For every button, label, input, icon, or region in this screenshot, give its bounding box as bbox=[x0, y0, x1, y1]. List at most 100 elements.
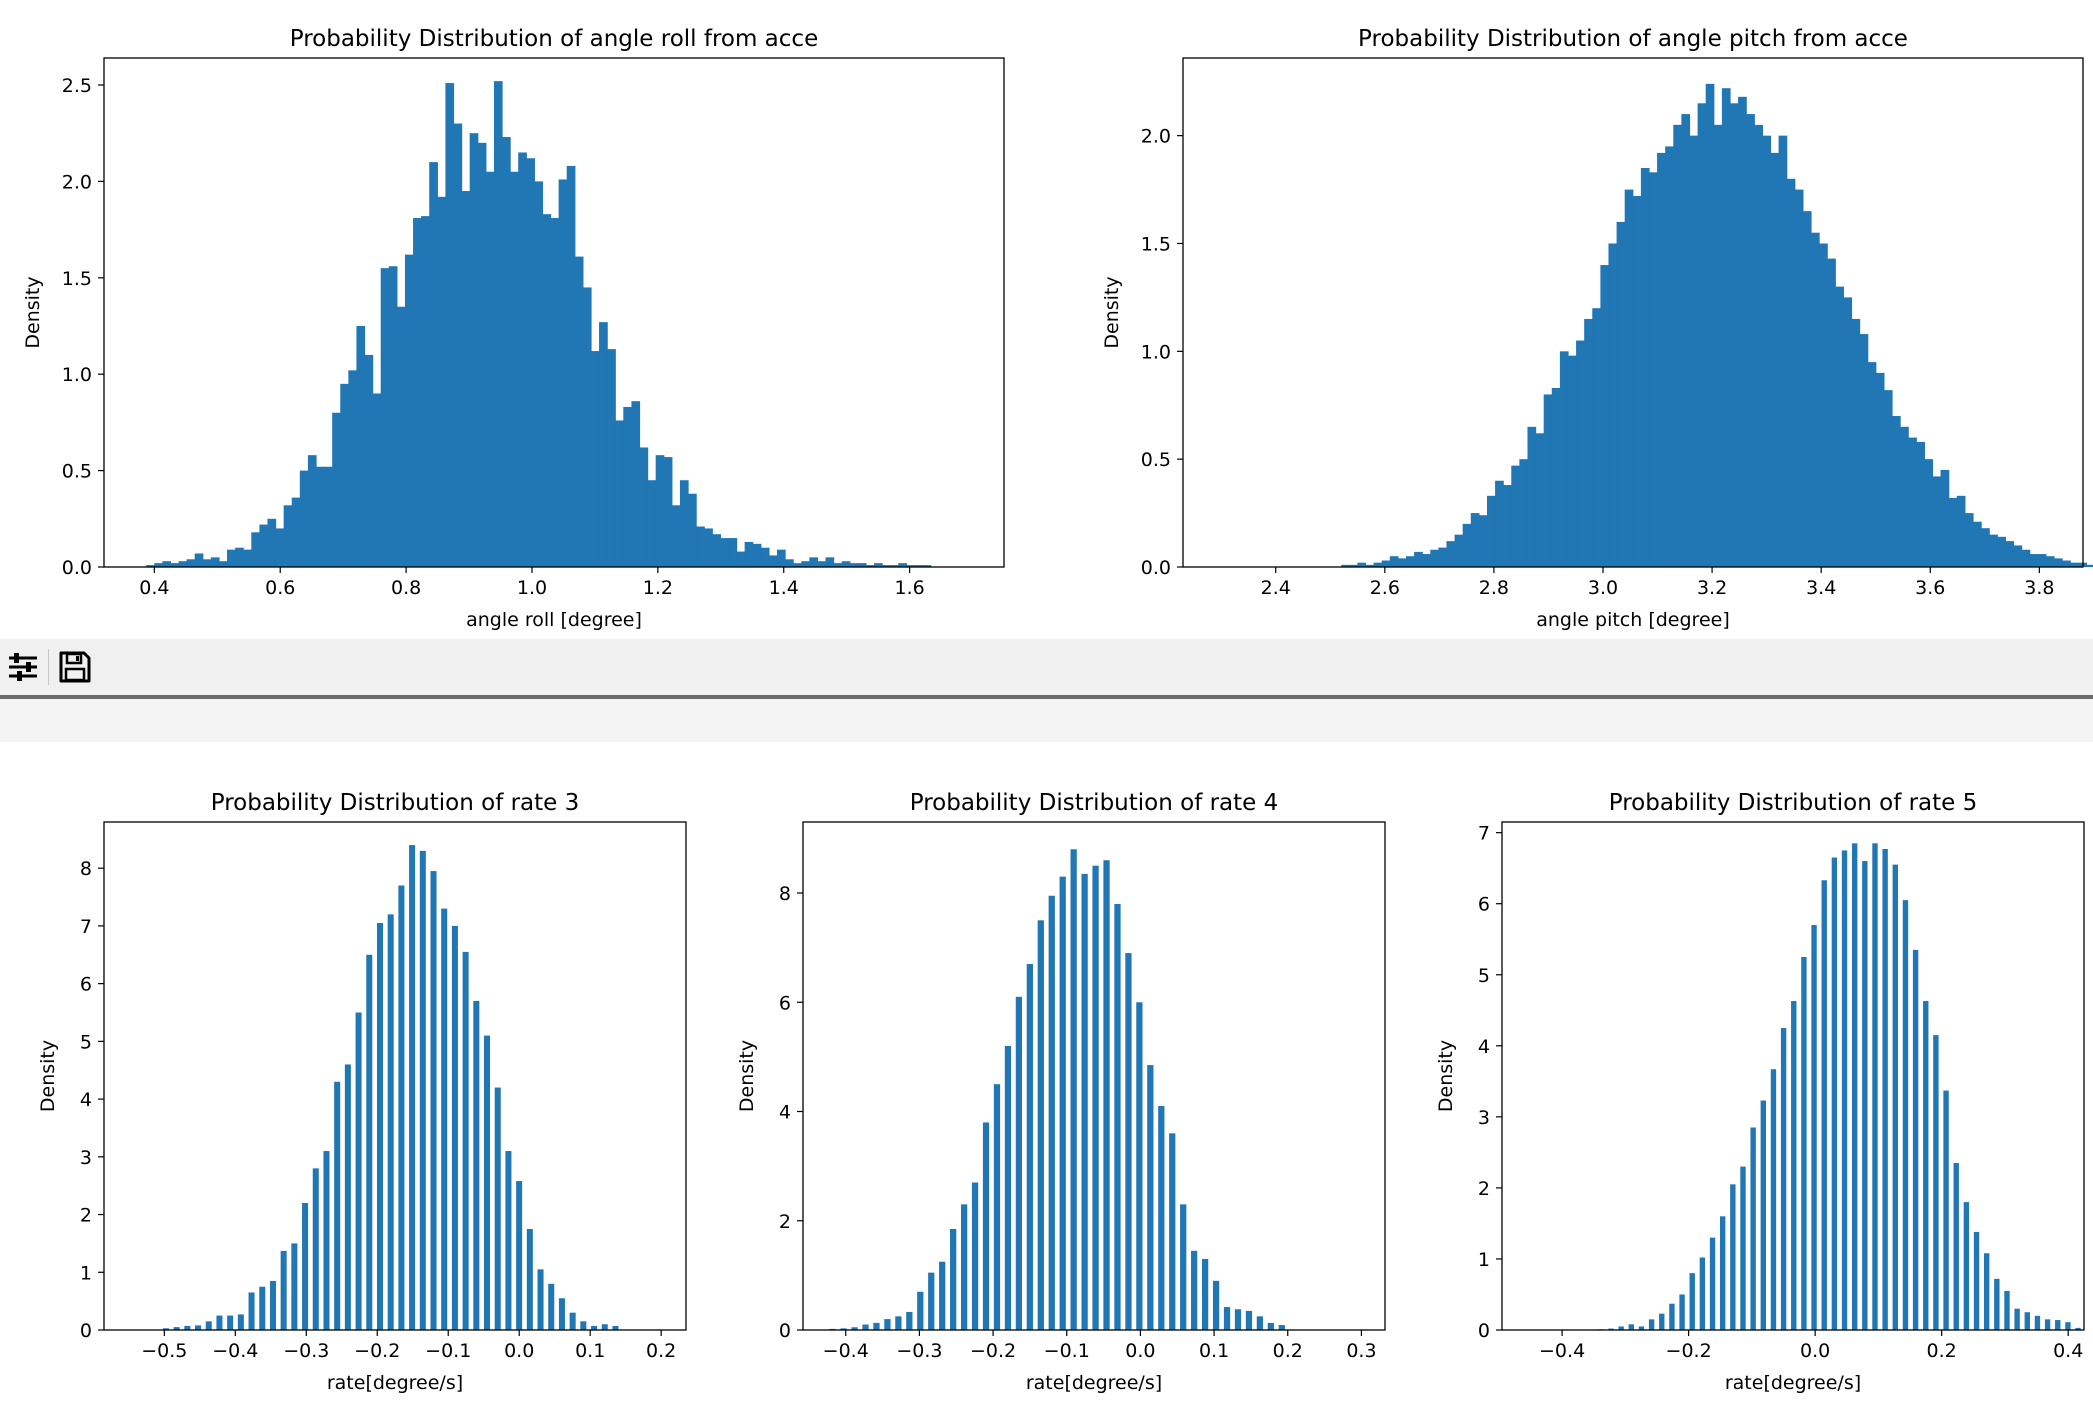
rate-5-bar bbox=[1892, 864, 1898, 1330]
angle-roll-bar bbox=[801, 561, 810, 567]
rate-3-bars bbox=[162, 845, 619, 1330]
rate-5-bar bbox=[2055, 1320, 2061, 1330]
rate-4-bar bbox=[1114, 903, 1121, 1330]
rate-4-bar bbox=[917, 1291, 924, 1330]
rate-3-bar bbox=[419, 850, 426, 1330]
angle-roll-bar bbox=[793, 563, 802, 567]
angle-roll-axes-frame bbox=[103, 57, 1005, 568]
angle-roll-bar bbox=[445, 83, 455, 567]
angle-roll-bar bbox=[162, 561, 172, 567]
angle-pitch-bar bbox=[1713, 124, 1723, 567]
bottom-charts-figure: −0.5 −0.4 −0.3 −0.2 −0.1 0.0 0.1 0.2 0 1 2 3 4 5 6 7 8 P… bbox=[37, 790, 2085, 1394]
angle-roll-bar bbox=[388, 266, 398, 567]
angle-roll-bar bbox=[421, 216, 430, 567]
rate-5-bar bbox=[2044, 1319, 2051, 1330]
chart-angle-roll: 0.4 0.6 0.8 1.0 1.2 1.4 1.60.00.51.01.52.02.5 … bbox=[22, 26, 1005, 631]
rate-3-ytick-label: 1 bbox=[80, 1262, 92, 1284]
rate-5-bar bbox=[1963, 1202, 1970, 1330]
rate-5-bar bbox=[1780, 1028, 1787, 1330]
angle-pitch-bar bbox=[1697, 103, 1707, 568]
rate-4-xtick-label: −0.3 bbox=[896, 1340, 942, 1362]
angle-roll-bar bbox=[283, 505, 293, 567]
rate-3-ytick-label: 3 bbox=[80, 1147, 92, 1169]
rate-4-bar bbox=[1136, 1002, 1143, 1330]
rate-3-bar bbox=[184, 1325, 191, 1330]
rate-4-bar bbox=[1278, 1325, 1285, 1330]
rate-5-bar bbox=[1770, 1069, 1777, 1330]
rate-4-ytick-label: 4 bbox=[779, 1102, 791, 1124]
angle-pitch-bar bbox=[2045, 556, 2055, 567]
rate-3-bar bbox=[505, 1151, 512, 1330]
rate-3-bar bbox=[205, 1321, 212, 1330]
rate-5-bar bbox=[1943, 1090, 1949, 1330]
save-figure-icon[interactable] bbox=[58, 650, 92, 684]
angle-pitch-axes-frame bbox=[1182, 57, 2084, 568]
rate-4-bar bbox=[1015, 996, 1023, 1330]
angle-pitch-bar bbox=[1981, 528, 1990, 567]
rate-3-bar bbox=[195, 1325, 202, 1330]
angle-pitch-xtick-label: 3.8 bbox=[2024, 577, 2054, 599]
angle-roll-ytick-label: 0.5 bbox=[62, 461, 92, 483]
rate-4-bar bbox=[1092, 865, 1099, 1330]
rate-4-bar bbox=[928, 1272, 935, 1330]
angle-pitch-bar bbox=[2070, 562, 2079, 567]
angle-roll-bar bbox=[364, 354, 374, 567]
rate-5-bar bbox=[1628, 1324, 1634, 1330]
rate-5-bar bbox=[2024, 1312, 2030, 1330]
angle-pitch-bar bbox=[1478, 515, 1488, 567]
rate-4-xtick-label: 0.3 bbox=[1346, 1340, 1376, 1362]
angle-roll-bar bbox=[510, 171, 519, 567]
configure-subplots-icon[interactable] bbox=[6, 650, 40, 684]
angle-pitch-bar bbox=[1414, 551, 1423, 567]
angle-pitch-bar bbox=[1746, 114, 1755, 568]
rate-3-xtick-label: 0.0 bbox=[504, 1340, 534, 1362]
angle-pitch-bar bbox=[1503, 485, 1512, 567]
rate-5-bar bbox=[2075, 1327, 2081, 1330]
rate-3-bar bbox=[387, 914, 394, 1330]
angle-pitch-bar bbox=[1729, 103, 1739, 568]
angle-roll-bar bbox=[146, 565, 155, 567]
rate-3-bar bbox=[451, 925, 458, 1330]
angle-roll-bar bbox=[170, 563, 180, 567]
rate-5-bar bbox=[1841, 850, 1848, 1330]
angle-pitch-bar bbox=[1648, 172, 1658, 567]
angle-roll-bar bbox=[526, 158, 535, 567]
rate-5-bar bbox=[1811, 925, 1817, 1330]
rate-5-bar bbox=[1791, 1001, 1797, 1330]
angle-pitch-bar bbox=[1681, 114, 1691, 568]
angle-roll-bar bbox=[882, 565, 891, 567]
rate-3-ytick-label: 4 bbox=[80, 1089, 92, 1111]
angle-pitch-bar bbox=[1430, 549, 1439, 567]
angle-pitch-bar bbox=[1940, 469, 1950, 567]
angle-roll-bar bbox=[194, 553, 204, 567]
angle-pitch-bar bbox=[1640, 167, 1650, 567]
rate-4-bar bbox=[906, 1311, 913, 1330]
angle-pitch-bar bbox=[1989, 534, 1998, 567]
angle-roll-bar bbox=[299, 470, 309, 567]
angle-pitch-bar bbox=[1616, 221, 1626, 567]
angle-roll-bar bbox=[817, 561, 827, 567]
angle-pitch-bar bbox=[1470, 513, 1480, 567]
angle-pitch-bar bbox=[1600, 265, 1610, 567]
rate-3-bar bbox=[558, 1298, 565, 1330]
angle-pitch-bar bbox=[1397, 558, 1407, 567]
rate-3-xtick-label: 0.1 bbox=[575, 1340, 605, 1362]
angle-roll-ylabel: Density bbox=[22, 276, 44, 348]
angle-roll-bar bbox=[396, 306, 406, 567]
angle-roll-bar bbox=[696, 526, 705, 567]
angle-roll-xtick-label: 1.6 bbox=[894, 577, 924, 599]
angle-roll-xtick-label: 1.4 bbox=[769, 577, 799, 599]
chart-rate-5: −0.4 −0.2 0.0 0.2 0.4 0 1 2 3 4 5 6 7 Probability Di… bbox=[1435, 790, 2085, 1394]
rate-5-ticks: −0.4 −0.2 0.0 0.2 0.4 0 1 2 3 4 5 6 7 bbox=[1478, 823, 2083, 1362]
angle-pitch-bar bbox=[1802, 211, 1812, 568]
rate-5-ylabel: Density bbox=[1435, 1040, 1457, 1112]
rate-3-bar bbox=[591, 1325, 598, 1330]
rate-4-bar bbox=[851, 1327, 858, 1330]
rate-3-bar bbox=[494, 1087, 501, 1330]
angle-roll-ytick-label: 0.0 bbox=[62, 557, 92, 579]
angle-pitch-bar bbox=[1786, 178, 1796, 567]
angle-roll-bar bbox=[825, 557, 835, 567]
angle-roll-bar bbox=[623, 406, 633, 567]
rate-5-bar bbox=[1709, 1237, 1716, 1330]
angle-roll-bar bbox=[202, 559, 212, 567]
